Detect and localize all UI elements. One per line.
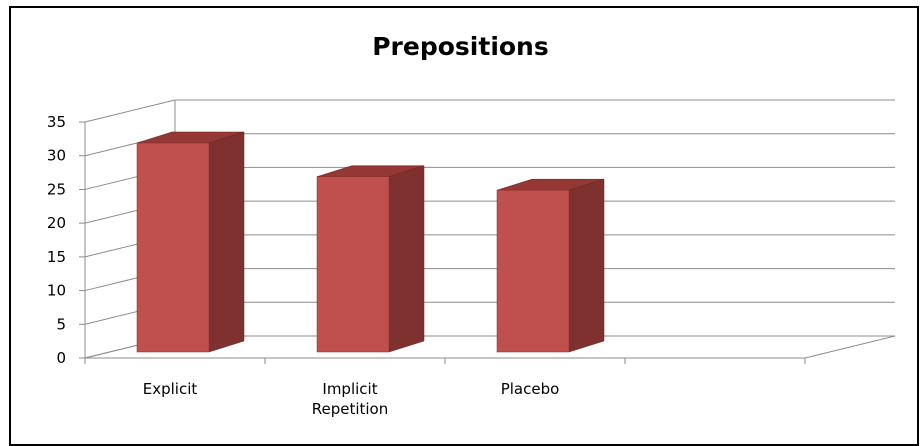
x-tick-label: Repetition [312, 400, 389, 418]
y-tick-label: 0 [56, 349, 66, 367]
y-tick-label: 35 [47, 113, 66, 131]
x-tick-label: Explicit [143, 380, 198, 398]
y-tick-label: 5 [56, 315, 66, 333]
y-tick-label: 25 [47, 180, 66, 198]
y-tick-label: 15 [47, 248, 66, 266]
y-tick-label: 30 [47, 147, 66, 165]
side-wall-line [84, 99, 176, 123]
bar [316, 176, 390, 353]
bar-side [568, 178, 605, 353]
y-tick-label: 20 [47, 214, 66, 232]
y-tick-label: 10 [47, 282, 66, 300]
chart-title: Prepositions [372, 32, 549, 61]
x-tick-label: Implicit [322, 380, 377, 398]
bar-side [208, 131, 245, 353]
bar [496, 189, 570, 353]
bar-side [388, 165, 425, 353]
chart-plot-area: 0 5 10 15 20 25 30 35 Explicit Implicit Repetition… [47, 99, 896, 418]
x-tick-label: Placebo [501, 380, 560, 398]
bar [136, 142, 210, 353]
